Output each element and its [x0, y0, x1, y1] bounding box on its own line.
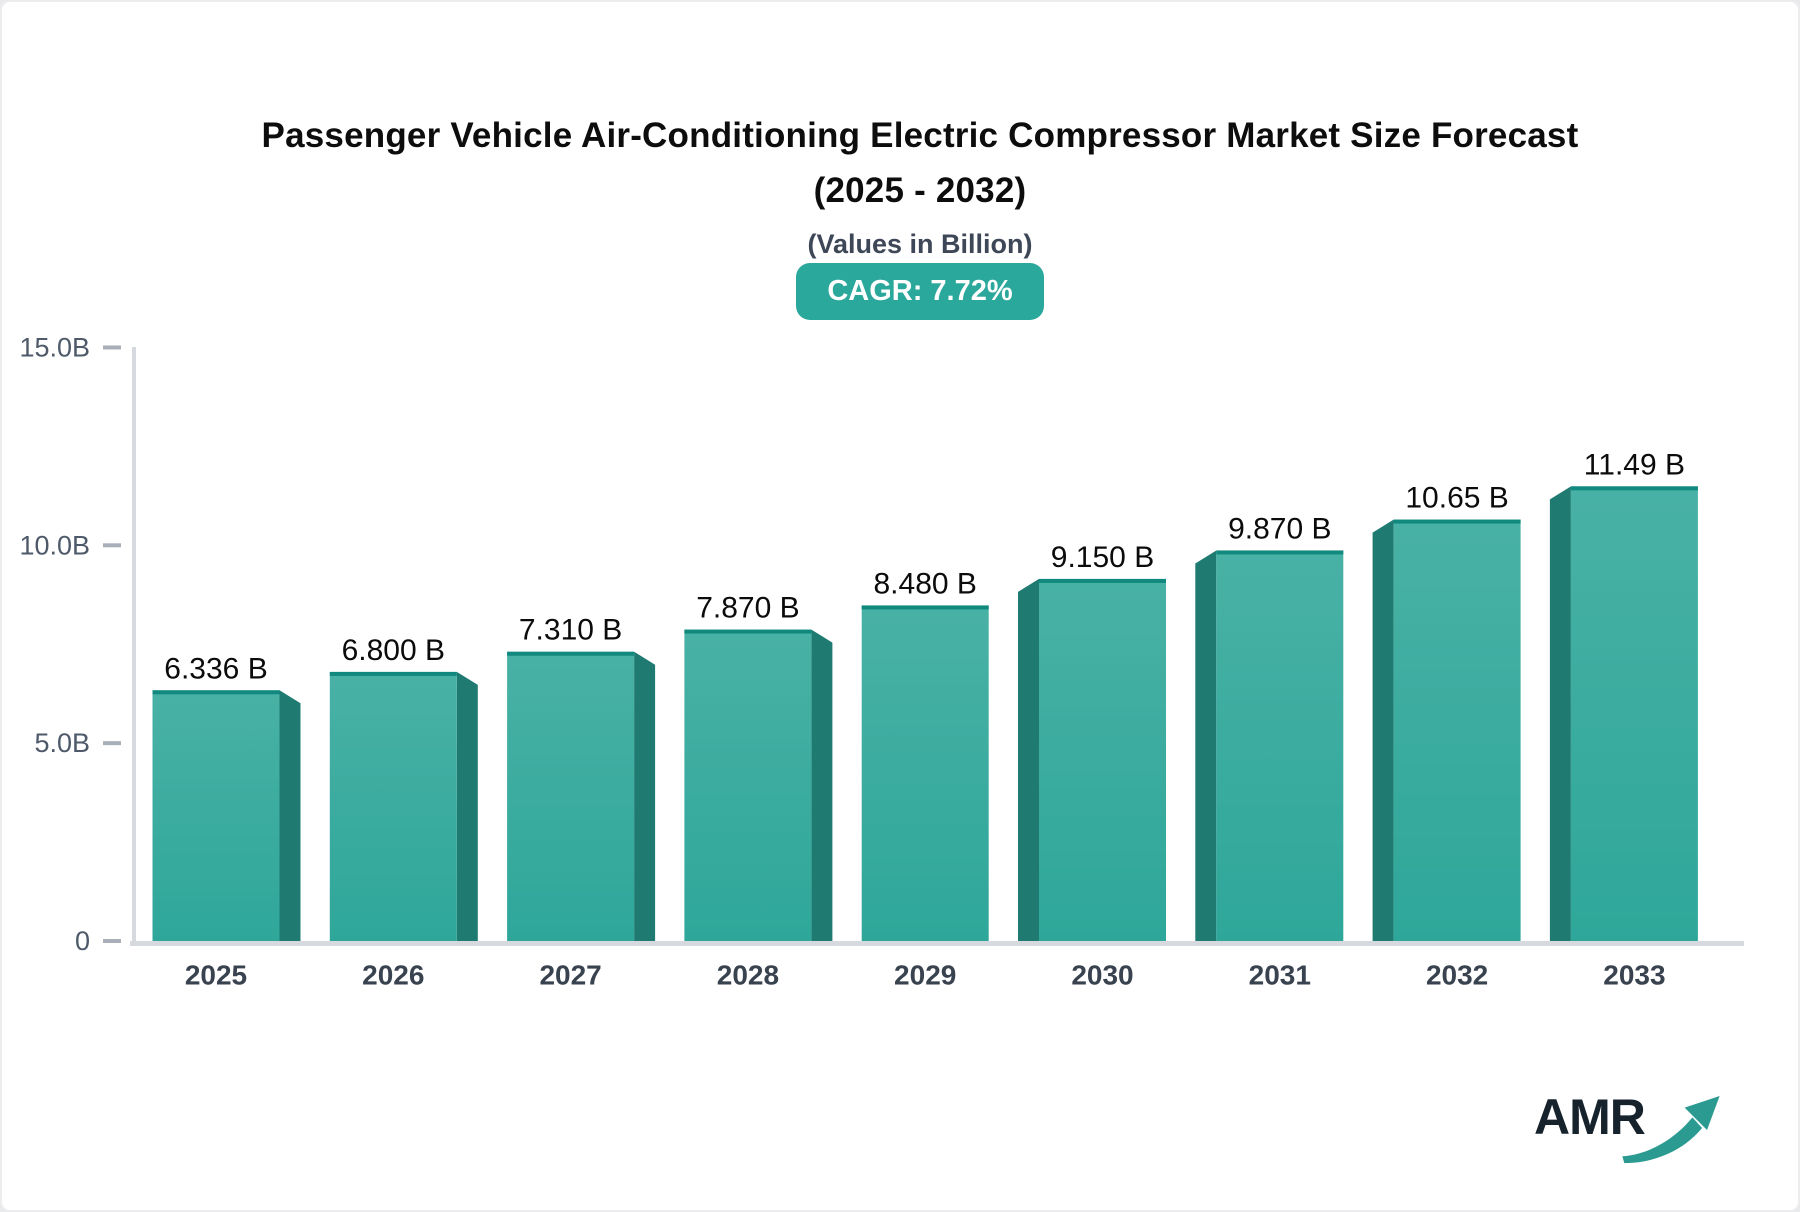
- bar-value-label: 9.870 B: [1228, 512, 1331, 545]
- bar-front: [1039, 578, 1166, 941]
- bar-value-label: 11.49 B: [1584, 448, 1685, 481]
- bar-top-edge: [1393, 519, 1521, 524]
- bar-top-edge: [152, 690, 280, 695]
- bar-top-edge: [861, 605, 989, 610]
- bar-front: [1393, 519, 1521, 941]
- chart-title-line1: Passenger Vehicle Air-Conditioning Elect…: [261, 116, 1579, 155]
- bar-front: [861, 605, 989, 941]
- bar-front: [1570, 486, 1698, 941]
- chart-subtitle: (Values in Billion): [807, 229, 1033, 259]
- bar-side: [811, 629, 833, 941]
- y-axis-tick: [103, 543, 121, 548]
- bar-value-label: 7.310 B: [519, 614, 622, 647]
- bar-top-edge: [1039, 578, 1166, 583]
- bar-side: [1195, 550, 1217, 941]
- chart-header: Passenger Vehicle Air-Conditioning Elect…: [20, 108, 1798, 320]
- y-axis-tick-label: 5.0B: [34, 728, 90, 758]
- bar-front: [684, 629, 812, 941]
- bar-value-label: 6.800 B: [342, 634, 445, 667]
- x-axis-label: 2032: [1426, 960, 1488, 991]
- bar-value-label: 9.150 B: [1051, 541, 1154, 574]
- bar-front: [1216, 550, 1344, 941]
- y-axis-tick: [103, 741, 121, 746]
- y-axis-tick-label: 10.0B: [19, 530, 90, 560]
- bar-side: [1018, 578, 1039, 941]
- bar-value-label: 10.65 B: [1405, 482, 1508, 515]
- bar-side: [1549, 486, 1571, 941]
- bar-top-edge: [1216, 550, 1344, 555]
- amr-logo: AMR: [1534, 1090, 1724, 1176]
- bar-value-label: 7.870 B: [696, 592, 799, 625]
- x-axis-label: 2031: [1249, 960, 1311, 991]
- y-axis-tick-label: 15.0B: [19, 332, 90, 362]
- bar-top-edge: [1570, 486, 1698, 491]
- y-axis-tick-label: 0: [75, 926, 90, 956]
- y-axis-tick: [103, 939, 121, 943]
- bar-side: [1372, 519, 1394, 941]
- cagr-badge: CAGR: 7.72%: [796, 263, 1044, 320]
- chart-title: Passenger Vehicle Air-Conditioning Elect…: [20, 108, 1798, 218]
- bar-top-edge: [684, 629, 812, 634]
- x-axis-label: 2025: [185, 960, 247, 991]
- bar-value-label: 8.480 B: [873, 567, 976, 600]
- x-axis-label: 2030: [1071, 960, 1133, 991]
- x-axis-label: 2029: [894, 960, 956, 991]
- bar-side: [634, 651, 656, 941]
- bar-side: [279, 690, 301, 941]
- bar-front: [507, 651, 635, 941]
- bar-front: [152, 690, 280, 941]
- x-axis-line: [130, 941, 1744, 946]
- x-axis-label: 2026: [362, 960, 424, 991]
- chart-title-line2: (2025 - 2032): [813, 171, 1027, 210]
- bar-top-edge: [329, 671, 457, 676]
- growth-arrow-icon: [1622, 1095, 1720, 1164]
- bar-value-label: 6.336 B: [164, 652, 267, 685]
- bar-top-edge: [507, 651, 635, 656]
- x-axis-label: 2028: [717, 960, 779, 991]
- amr-logo-text: AMR: [1534, 1089, 1646, 1145]
- bar-side: [456, 671, 478, 941]
- x-axis-label: 2033: [1603, 960, 1665, 991]
- bar-front: [329, 671, 457, 941]
- y-axis-tick: [103, 345, 121, 350]
- y-axis-line: [132, 347, 136, 946]
- x-axis-label: 2027: [539, 960, 601, 991]
